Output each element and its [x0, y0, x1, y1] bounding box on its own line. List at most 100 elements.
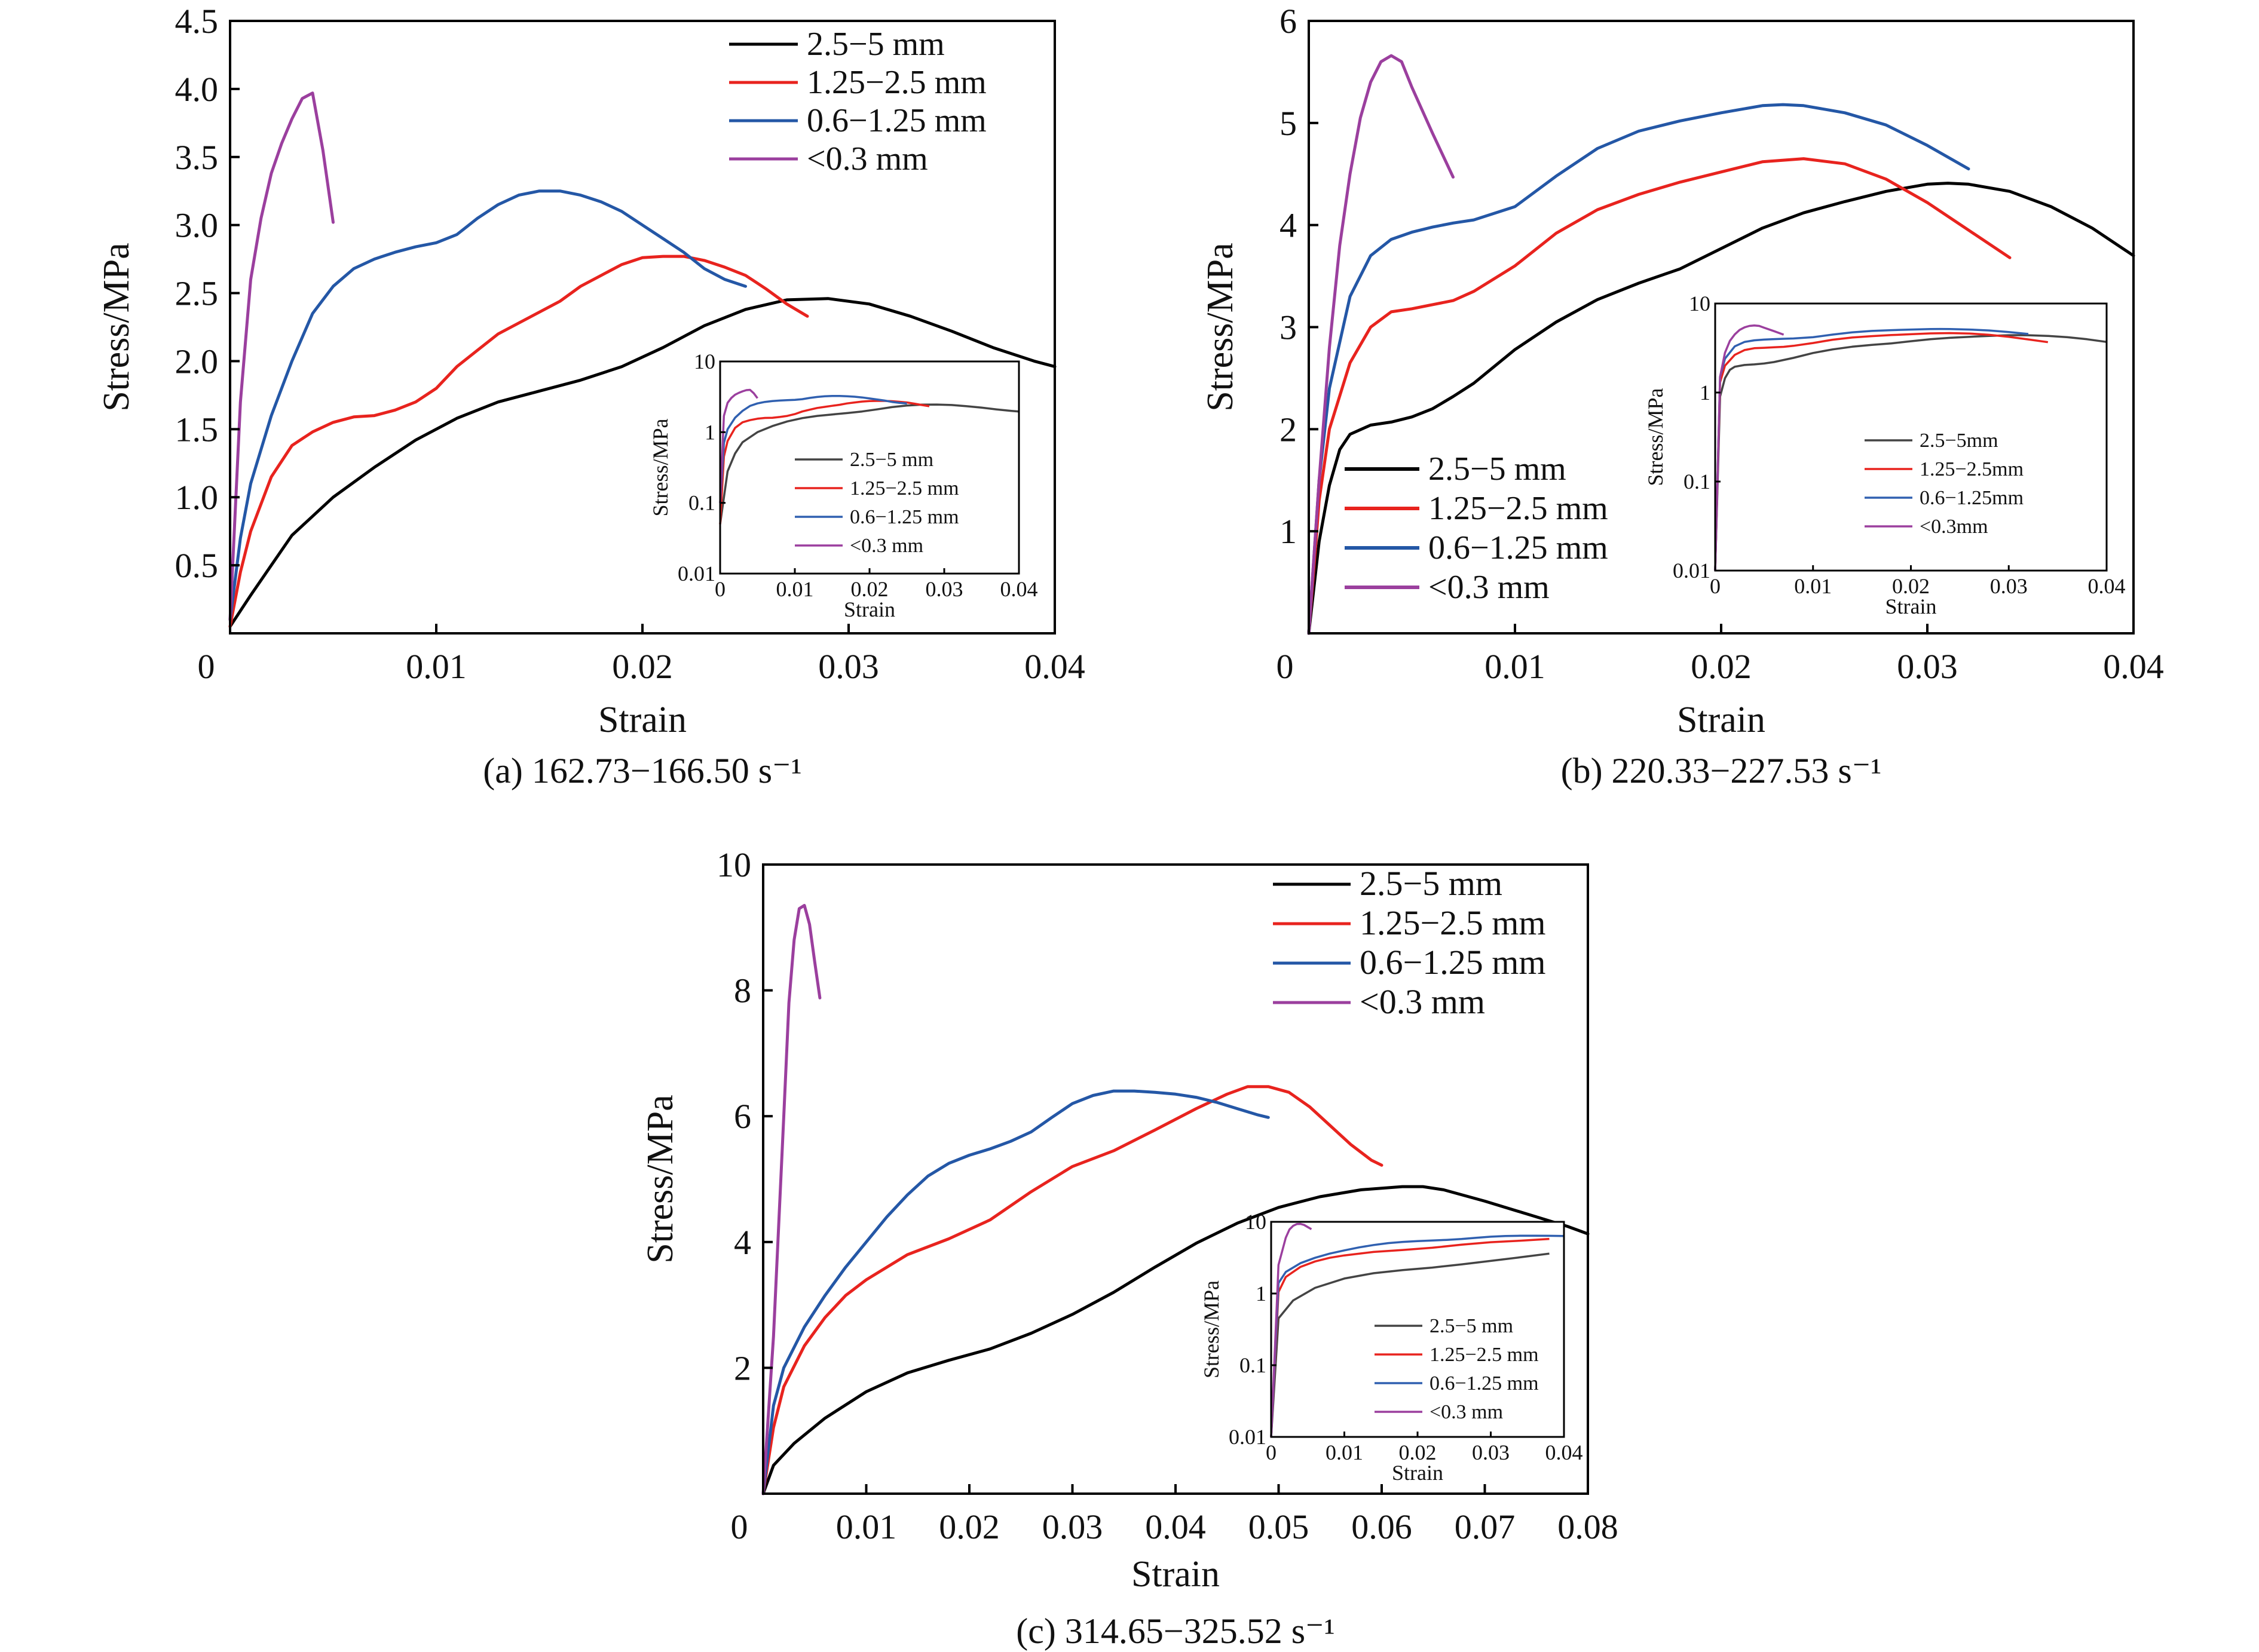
inset-y-tick-label: 10 — [694, 350, 715, 373]
y-tick-label: 2 — [1280, 410, 1297, 449]
legend-label: 1.25−2.5 mm — [807, 64, 987, 101]
legend-label: 2.5−5 mm — [1428, 450, 1566, 488]
y-tick-label: 4 — [1280, 206, 1297, 245]
y-tick-label: 1 — [1280, 512, 1297, 551]
inset-legend-label: 1.25−2.5 mm — [850, 477, 959, 499]
inset-y-tick-label: 0.1 — [1239, 1353, 1266, 1377]
series-line — [1307, 157, 2012, 635]
inset-legend-label: 2.5−5mm — [1920, 430, 1998, 452]
x-tick-label: 0 — [731, 1507, 748, 1546]
series-line — [761, 1089, 1270, 1495]
inset-series-line — [1270, 1234, 1565, 1438]
x-tick-label: 0.02 — [612, 647, 673, 686]
x-tick-label: 0.01 — [836, 1507, 897, 1546]
y-axis-label: Stress/MPa — [1200, 243, 1241, 411]
x-tick-label: 0 — [198, 647, 215, 686]
chart-caption: (c) 314.65−325.52 s⁻¹ — [1016, 1611, 1334, 1651]
x-tick-label: 0.03 — [1042, 1507, 1103, 1546]
y-tick-label: 6 — [1280, 2, 1297, 41]
inset-legend-label: 0.6−1.25 mm — [1430, 1372, 1539, 1394]
inset-x-tick-label: 0.04 — [1000, 577, 1038, 601]
series-line — [761, 1085, 1383, 1495]
legend-label: 1.25−2.5 mm — [1360, 903, 1545, 942]
chart-caption: (b) 220.33−227.53 s⁻¹ — [1561, 751, 1882, 790]
x-tick-label: 0.04 — [2103, 647, 2164, 686]
y-tick-label: 1.0 — [175, 478, 219, 517]
x-tick-label: 0.01 — [406, 647, 467, 686]
legend-label: <0.3 mm — [807, 140, 928, 177]
inset-legend-label: <0.3 mm — [1430, 1401, 1503, 1423]
inset-legend-label: <0.3 mm — [850, 535, 923, 557]
inset-y-tick-label: 0.1 — [1683, 470, 1710, 494]
inset-legend-label: 2.5−5 mm — [1430, 1315, 1513, 1337]
y-tick-label: 3.0 — [175, 206, 219, 245]
legend-label: 0.6−1.25 mm — [1428, 529, 1608, 566]
series-line — [228, 189, 747, 621]
y-tick-label: 4 — [734, 1223, 751, 1262]
inset-x-tick-label: 0 — [1710, 574, 1721, 598]
legend-label: 2.5−5 mm — [1360, 864, 1502, 903]
inset-series-line — [719, 388, 758, 503]
x-tick-label: 0.03 — [1897, 647, 1958, 686]
inset-series-line — [1270, 1237, 1550, 1438]
series-line — [228, 91, 335, 621]
y-axis-label: Stress/MPa — [96, 243, 137, 411]
inset-legend-label: 0.6−1.25 mm — [850, 506, 959, 528]
legend-label: <0.3 mm — [1428, 569, 1550, 606]
chart-panel-1: 0 0.01 0.02 0.03 0.040.51.01.52.02.53.03.54.… — [96, 2, 1085, 790]
inset-legend-label: 0.6−1.25mm — [1920, 487, 2024, 509]
chart-panel-3: 0 0.01 0.02 0.03 0.04 0.05 0.06 0.07 0.08246810S… — [640, 845, 1618, 1651]
y-tick-label: 2.0 — [175, 342, 219, 381]
inset-series-line — [1270, 1252, 1550, 1438]
series-line — [761, 1185, 1590, 1495]
legend-label: <0.3 mm — [1360, 982, 1485, 1021]
inset-x-tick-label: 0 — [1266, 1440, 1277, 1464]
y-tick-label: 4.5 — [175, 2, 219, 41]
inset-series-line — [1714, 327, 2029, 571]
inset-y-tick-label: 1 — [1700, 381, 1710, 404]
x-tick-label: 0.02 — [939, 1507, 1000, 1546]
inset-legend-label: 1.25−2.5 mm — [1430, 1344, 1539, 1366]
x-tick-label: 0.03 — [818, 647, 879, 686]
legend-label: 0.6−1.25 mm — [1360, 943, 1545, 982]
x-tick-label: 0.06 — [1351, 1507, 1412, 1546]
legend-label: 0.6−1.25 mm — [807, 102, 987, 139]
x-tick-label: 0.05 — [1248, 1507, 1309, 1546]
inset-x-tick-label: 0.02 — [1892, 574, 1930, 598]
inset-y-tick-label: 0.01 — [678, 562, 715, 586]
inset-x-tick-label: 0.03 — [1472, 1440, 1510, 1464]
legend-label: 2.5−5 mm — [807, 26, 945, 63]
y-tick-label: 6 — [734, 1097, 751, 1136]
series-line — [1307, 182, 2135, 635]
inset-y-axis-label: Stress/MPa — [1643, 388, 1667, 486]
y-tick-label: 3 — [1280, 308, 1297, 347]
inset-y-tick-label: 10 — [1689, 292, 1710, 315]
inset-series-line — [1270, 1222, 1312, 1438]
inset-y-tick-label: 0.01 — [1229, 1425, 1266, 1449]
inset-series-line — [1714, 334, 2107, 571]
inset-x-tick-label: 0.01 — [1326, 1440, 1363, 1464]
inset-x-tick-label: 0.02 — [851, 577, 889, 601]
x-tick-label: 0.02 — [1691, 647, 1752, 686]
inset-y-tick-label: 0.01 — [1673, 559, 1710, 583]
inset-y-tick-label: 1 — [1256, 1282, 1266, 1305]
series-line — [1307, 103, 1970, 635]
series-line — [761, 903, 822, 1495]
x-tick-label: 0.01 — [1484, 647, 1545, 686]
y-tick-label: 2.5 — [175, 274, 219, 313]
x-axis-label: Strain — [598, 700, 687, 740]
x-tick-label: 0.08 — [1557, 1507, 1618, 1546]
inset-legend-label: 2.5−5 mm — [850, 449, 933, 471]
inset-x-axis-label: Strain — [844, 597, 895, 621]
inset-y-tick-label: 1 — [705, 420, 715, 444]
inset-x-tick-label: 0.01 — [1794, 574, 1832, 598]
inset-plot: 0 0.01 0.02 0.03 0.040.010.1110StrainStress/… — [1199, 1210, 1583, 1485]
inset-legend-label: <0.3mm — [1920, 516, 1988, 538]
inset-plot: 0 0.01 0.02 0.03 0.040.010.1110StrainStress/… — [648, 350, 1038, 621]
y-tick-label: 5 — [1280, 104, 1297, 143]
y-tick-label: 0.5 — [175, 546, 219, 585]
inset-x-tick-label: 0.04 — [2088, 574, 2126, 598]
x-tick-label: 0.04 — [1024, 647, 1085, 686]
inset-y-axis-label: Stress/MPa — [1199, 1280, 1223, 1378]
